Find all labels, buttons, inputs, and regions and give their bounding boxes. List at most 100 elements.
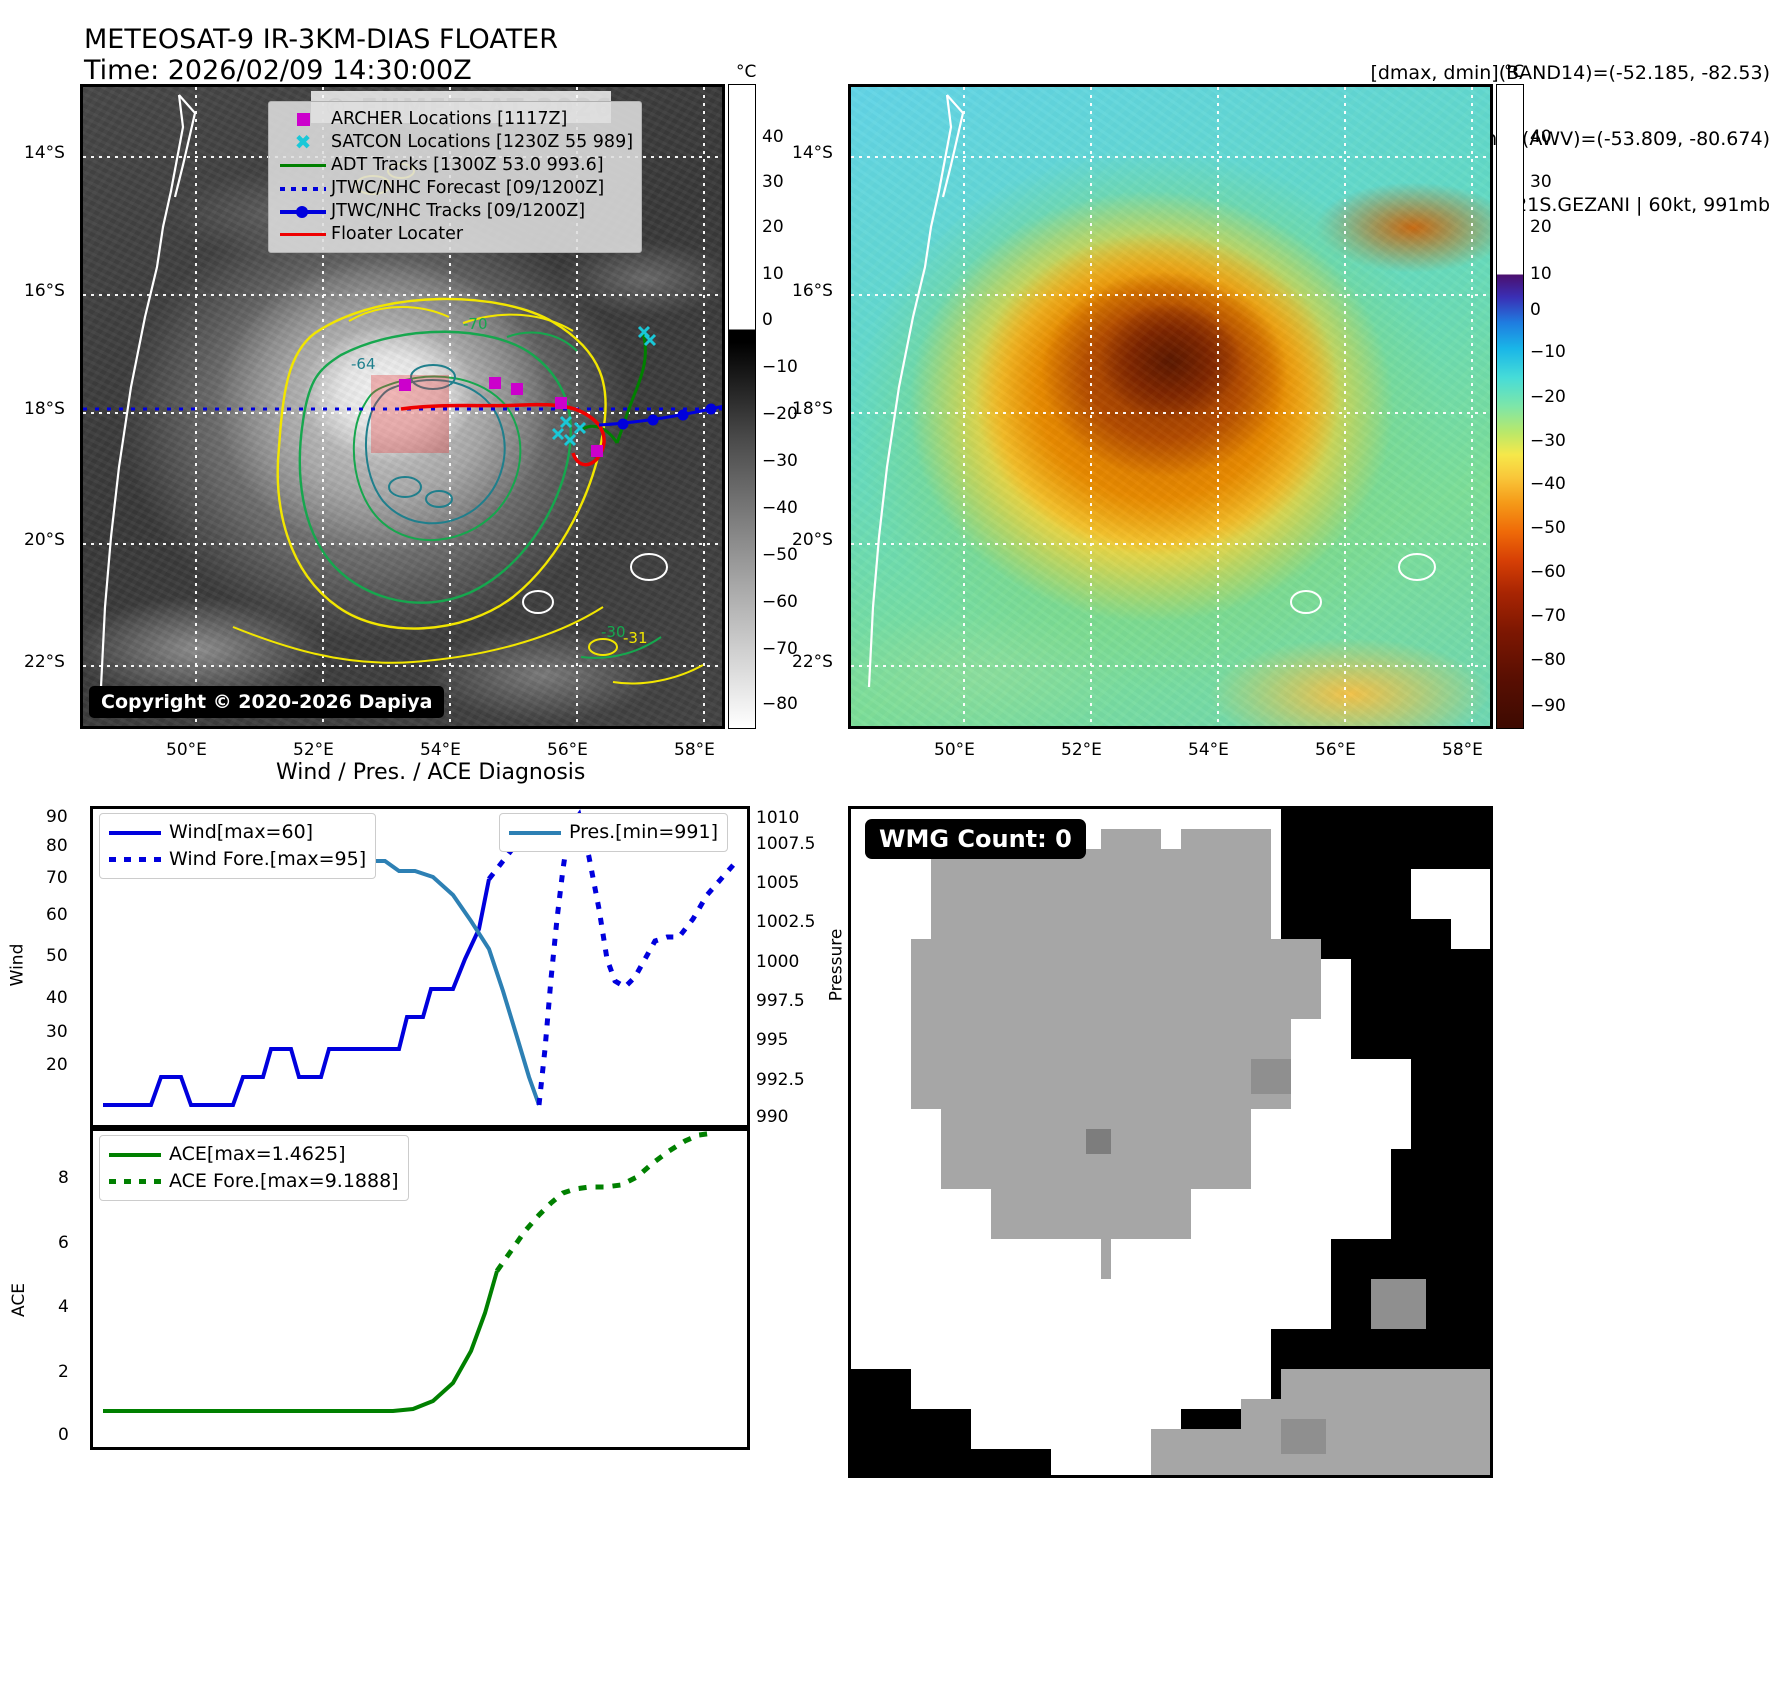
- ir-cb-tick-m40: −40: [762, 498, 798, 518]
- c-gridline-lon-50E: [963, 87, 965, 726]
- gridline-lon-50E: [195, 87, 197, 726]
- ir-lat-tick-20S: 20°S: [24, 530, 65, 550]
- ir-cb-tick-20: 20: [762, 217, 784, 237]
- page-title: METEOSAT-9 IR-3KM-DIAS FLOATER: [84, 24, 559, 55]
- legend-item-jtwc-tracks: JTWC/NHC Tracks [09/1200Z]: [275, 200, 633, 223]
- gridline-lon-52E: [322, 87, 324, 726]
- ace-chart[interactable]: ACE[max=1.4625] ACE Fore.[max=9.1888]: [90, 1128, 750, 1450]
- pres-tick-995: 995: [756, 1030, 789, 1050]
- wmg-mask-graphic: [851, 809, 1490, 1475]
- c-gridline-lat-14S: [851, 156, 1490, 158]
- ir-cb-tick-m50: −50: [762, 545, 798, 565]
- legend-label-archer: ARCHER Locations [1117Z]: [331, 109, 568, 129]
- ir-lon-tick-52E: 52°E: [293, 740, 334, 760]
- legend-item-pressure: Pres.[min=991]: [509, 819, 718, 846]
- c-lon-tick-52E: 52°E: [1061, 740, 1102, 760]
- ir-satellite-panel[interactable]: -64 -70 -30 -31 © EUMETSAT 2026 ARCHER L…: [80, 84, 725, 729]
- page-timestamp: Time: 2026/02/09 14:30:00Z: [84, 55, 472, 86]
- track-line-icon: [275, 205, 331, 218]
- svg-text:-30: -30: [601, 623, 626, 641]
- c-cb-tick-m60: −60: [1530, 562, 1566, 582]
- c-cb-tick-m80: −80: [1530, 650, 1566, 670]
- legend-item-floater: Floater Locater: [275, 223, 633, 246]
- x-marker-icon: ✖: [294, 130, 312, 154]
- legend-item-ace: ACE[max=1.4625]: [109, 1141, 399, 1168]
- c-lat-tick-20S: 20°S: [792, 530, 833, 550]
- svg-text:-70: -70: [463, 315, 488, 333]
- pres-tick-1010: 1010: [756, 808, 800, 828]
- pres-tick-1000: 1000: [756, 952, 800, 972]
- c-lat-tick-16S: 16°S: [792, 281, 833, 301]
- c-gridline-lat-18S: [851, 412, 1490, 414]
- legend-label-wind: Wind[max=60]: [169, 821, 314, 843]
- legend-label-wind-forecast: Wind Fore.[max=95]: [169, 848, 367, 870]
- ace-tick-2: 2: [58, 1362, 69, 1382]
- color-colorbar-unit: °C: [1504, 62, 1525, 82]
- gridline-lon-56E: [576, 87, 578, 726]
- pres-tick-990: 990: [756, 1107, 789, 1127]
- c-lat-tick-18S: 18°S: [792, 399, 833, 419]
- legend-item-ace-forecast: ACE Fore.[max=9.1888]: [109, 1168, 399, 1195]
- diagnosis-title: Wind / Pres. / ACE Diagnosis: [276, 760, 586, 785]
- line-icon-adt: [275, 163, 331, 168]
- pressure-axis-label: Pressure: [826, 928, 847, 1002]
- legend-label-jtwc-tracks: JTWC/NHC Tracks [09/1200Z]: [331, 201, 586, 221]
- c-gridline-lon-52E: [1090, 87, 1092, 726]
- c-cb-tick-m90: −90: [1530, 696, 1566, 716]
- gridline-lat-22S: [83, 665, 722, 667]
- wind-tick-30: 30: [46, 1022, 68, 1042]
- ir-cb-tick-m60: −60: [762, 592, 798, 612]
- wind-tick-20: 20: [46, 1055, 68, 1075]
- svg-text:-31: -31: [623, 629, 648, 647]
- pressure-chart-legend: Pres.[min=991]: [499, 813, 728, 852]
- legend-label-floater: Floater Locater: [331, 224, 464, 244]
- ir-cb-tick-m30: −30: [762, 451, 798, 471]
- dotted-line-icon-forecast: [275, 186, 331, 191]
- c-cb-tick-m10: −10: [1530, 342, 1566, 362]
- ace-tick-4: 4: [58, 1297, 69, 1317]
- series-pressure-forecast: [536, 809, 737, 1106]
- pres-tick-9975: 997.5: [756, 991, 805, 1011]
- ir-colorbar-unit: °C: [736, 62, 757, 82]
- wmg-mask-panel[interactable]: WMG Count: 0: [848, 806, 1493, 1478]
- ace-axis-label: ACE: [8, 1283, 29, 1317]
- gridline-lat-20S: [83, 543, 722, 545]
- ir-cb-tick-m80: −80: [762, 694, 798, 714]
- ir-cb-tick-30: 30: [762, 172, 784, 192]
- color-enhanced-satellite-panel[interactable]: [848, 84, 1493, 729]
- series-ace-forecast: [494, 1131, 714, 1273]
- legend-item-satcon: ✖ SATCON Locations [1230Z 55 989]: [275, 131, 633, 154]
- c-cb-tick-10: 10: [1530, 264, 1552, 284]
- wind-tick-90: 90: [46, 807, 68, 827]
- ace-tick-8: 8: [58, 1168, 69, 1188]
- ace-plot: [103, 1131, 714, 1413]
- line-icon-ace: [109, 1152, 169, 1157]
- c-cb-tick-0: 0: [1530, 300, 1541, 320]
- c-gridline-lat-20S: [851, 543, 1490, 545]
- dotted-line-icon-wind-forecast: [109, 857, 169, 862]
- ir-cb-tick-m20: −20: [762, 404, 798, 424]
- ir-lon-tick-54E: 54°E: [420, 740, 461, 760]
- wind-pressure-chart[interactable]: Wind[max=60] Wind Fore.[max=95] Pres.[mi…: [90, 806, 750, 1128]
- c-cb-tick-30: 30: [1530, 172, 1552, 192]
- storm-summary: 21S.GEZANI | 60kt, 991mb: [1515, 194, 1770, 216]
- map-legend: ARCHER Locations [1117Z] ✖ SATCON Locati…: [268, 101, 643, 253]
- svg-text:-64: -64: [351, 355, 376, 373]
- ir-cb-tick-40: 40: [762, 127, 784, 147]
- wind-tick-50: 50: [46, 946, 68, 966]
- c-cb-tick-m30: −30: [1530, 431, 1566, 451]
- wind-chart-legend: Wind[max=60] Wind Fore.[max=95]: [99, 813, 377, 879]
- c-cb-tick-20: 20: [1530, 217, 1552, 237]
- ir-lon-tick-58E: 58°E: [674, 740, 715, 760]
- legend-item-wind: Wind[max=60]: [109, 819, 366, 846]
- c-lon-tick-56E: 56°E: [1315, 740, 1356, 760]
- square-marker-icon: [275, 113, 331, 126]
- wind-axis-label: Wind: [7, 943, 28, 987]
- ir-lat-tick-16S: 16°S: [24, 281, 65, 301]
- c-lon-tick-50E: 50°E: [934, 740, 975, 760]
- ir-cb-tick-m70: −70: [762, 639, 798, 659]
- c-cb-tick-m20: −20: [1530, 387, 1566, 407]
- line-icon-floater: [275, 232, 331, 237]
- wmg-count-badge: WMG Count: 0: [865, 819, 1086, 859]
